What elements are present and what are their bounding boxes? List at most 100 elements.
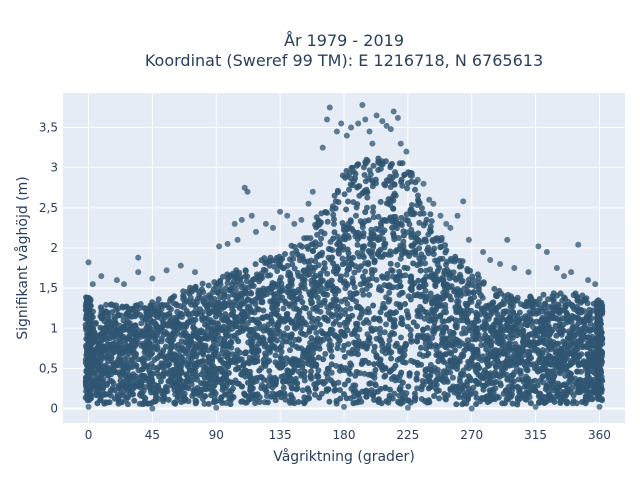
data-point	[446, 316, 453, 323]
data-point	[447, 224, 454, 231]
data-point	[138, 381, 145, 388]
data-point	[530, 361, 536, 368]
data-point	[193, 327, 199, 333]
data-point	[509, 372, 515, 379]
data-point	[270, 342, 276, 349]
data-point	[320, 356, 327, 363]
data-point	[580, 343, 587, 350]
data-point	[465, 373, 472, 380]
data-point	[295, 345, 302, 351]
data-point	[185, 310, 192, 317]
data-point	[394, 114, 401, 121]
data-point	[569, 325, 576, 332]
data-point	[269, 257, 276, 264]
data-point	[436, 395, 443, 402]
data-point	[324, 317, 331, 324]
data-point	[431, 324, 437, 331]
data-point	[424, 366, 431, 372]
data-point	[171, 372, 178, 379]
data-point	[346, 186, 352, 193]
y-tick-label: 0,5	[39, 361, 58, 375]
data-point	[321, 230, 328, 237]
data-point	[465, 290, 472, 297]
data-point	[464, 307, 471, 314]
data-point	[540, 291, 547, 298]
data-point	[395, 235, 402, 241]
data-point	[398, 334, 404, 341]
data-point	[252, 275, 259, 282]
data-point	[367, 241, 374, 248]
data-point	[407, 296, 414, 303]
data-point	[83, 344, 90, 351]
data-point	[231, 220, 238, 227]
data-point	[378, 363, 385, 370]
data-point	[566, 330, 573, 337]
data-point	[203, 366, 210, 373]
data-point	[341, 403, 347, 410]
data-point	[325, 245, 332, 252]
data-point	[221, 370, 228, 377]
data-point	[132, 342, 138, 348]
data-point	[365, 371, 372, 378]
data-point	[553, 332, 560, 339]
data-point	[366, 334, 373, 341]
data-point	[138, 320, 145, 327]
data-point	[335, 303, 341, 310]
data-point	[532, 298, 539, 305]
data-point	[553, 265, 560, 271]
data-point	[328, 361, 335, 368]
data-point	[441, 281, 448, 288]
data-point	[542, 301, 549, 307]
data-point	[504, 391, 511, 398]
data-point	[472, 377, 479, 384]
data-point	[162, 343, 169, 350]
data-point	[592, 281, 599, 288]
data-point	[404, 311, 411, 318]
data-point	[331, 192, 338, 199]
data-point	[303, 321, 310, 328]
data-point	[349, 226, 356, 232]
data-point	[306, 310, 313, 317]
data-point	[297, 324, 304, 331]
data-point	[464, 378, 471, 385]
data-point	[559, 297, 566, 304]
data-point	[427, 226, 433, 233]
data-point	[322, 350, 329, 357]
data-point	[520, 331, 527, 338]
data-point	[415, 308, 422, 315]
data-point	[309, 350, 316, 357]
data-point	[331, 221, 337, 227]
data-point	[501, 333, 507, 340]
data-point	[279, 264, 286, 271]
data-point	[351, 269, 358, 276]
data-point	[453, 383, 460, 390]
data-point	[388, 267, 395, 274]
data-point	[220, 323, 227, 330]
data-point	[415, 192, 421, 199]
data-point	[312, 279, 319, 286]
data-point	[517, 367, 524, 374]
data-point	[587, 326, 594, 333]
data-point	[396, 268, 403, 275]
data-point	[375, 213, 382, 220]
data-point	[534, 326, 541, 333]
data-point	[284, 262, 291, 269]
data-point	[244, 320, 251, 327]
data-point	[437, 244, 444, 251]
data-point	[416, 351, 423, 358]
data-point	[150, 398, 157, 405]
data-point	[192, 316, 199, 323]
data-point	[439, 357, 446, 364]
data-point	[463, 302, 470, 309]
data-point	[410, 260, 417, 267]
data-point	[550, 315, 557, 322]
data-point	[208, 319, 215, 326]
data-point	[199, 317, 206, 323]
data-point	[263, 259, 270, 266]
data-point	[585, 317, 592, 324]
data-point	[390, 230, 397, 237]
data-point	[460, 367, 467, 374]
data-point	[483, 313, 490, 320]
data-point	[370, 392, 377, 399]
